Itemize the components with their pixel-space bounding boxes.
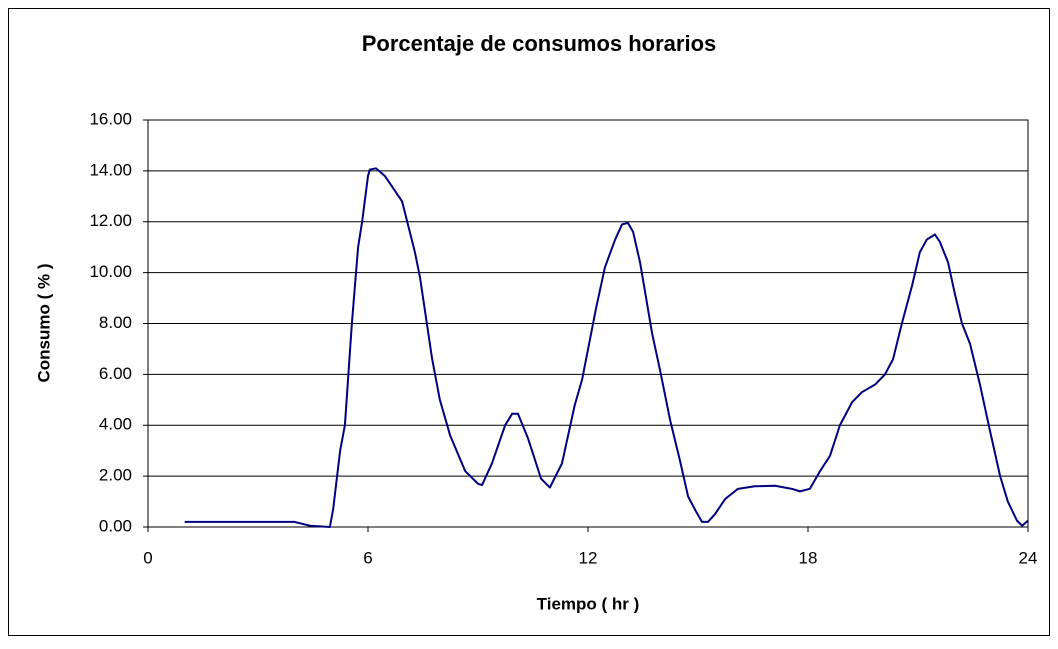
data-line [184, 167, 1029, 528]
x-axis-label: Tiempo ( hr ) [537, 594, 640, 613]
y-tick-label: 16.00 [89, 109, 132, 128]
x-tick-label: 12 [579, 548, 598, 567]
y-tick-label: 14.00 [89, 160, 132, 179]
chart-border [8, 8, 1050, 636]
y-axis-label: Consumo ( % ) [34, 264, 53, 383]
y-tick-label: 8.00 [99, 313, 132, 332]
x-tick-label: 18 [799, 548, 818, 567]
y-tick-label: 4.00 [99, 415, 132, 434]
x-tick-label: 24 [1019, 548, 1038, 567]
y-tick-label: 0.00 [99, 516, 132, 535]
plot-border [147, 119, 1029, 528]
x-tick-label: 0 [143, 548, 152, 567]
y-tick-label: 12.00 [89, 211, 132, 230]
y-tick-label: 6.00 [99, 364, 132, 383]
chart-title: Porcentaje de consumos horarios [362, 31, 717, 56]
y-tick-label: 2.00 [99, 466, 132, 485]
y-tick-label: 10.00 [89, 262, 132, 281]
x-tick-label: 6 [363, 548, 372, 567]
